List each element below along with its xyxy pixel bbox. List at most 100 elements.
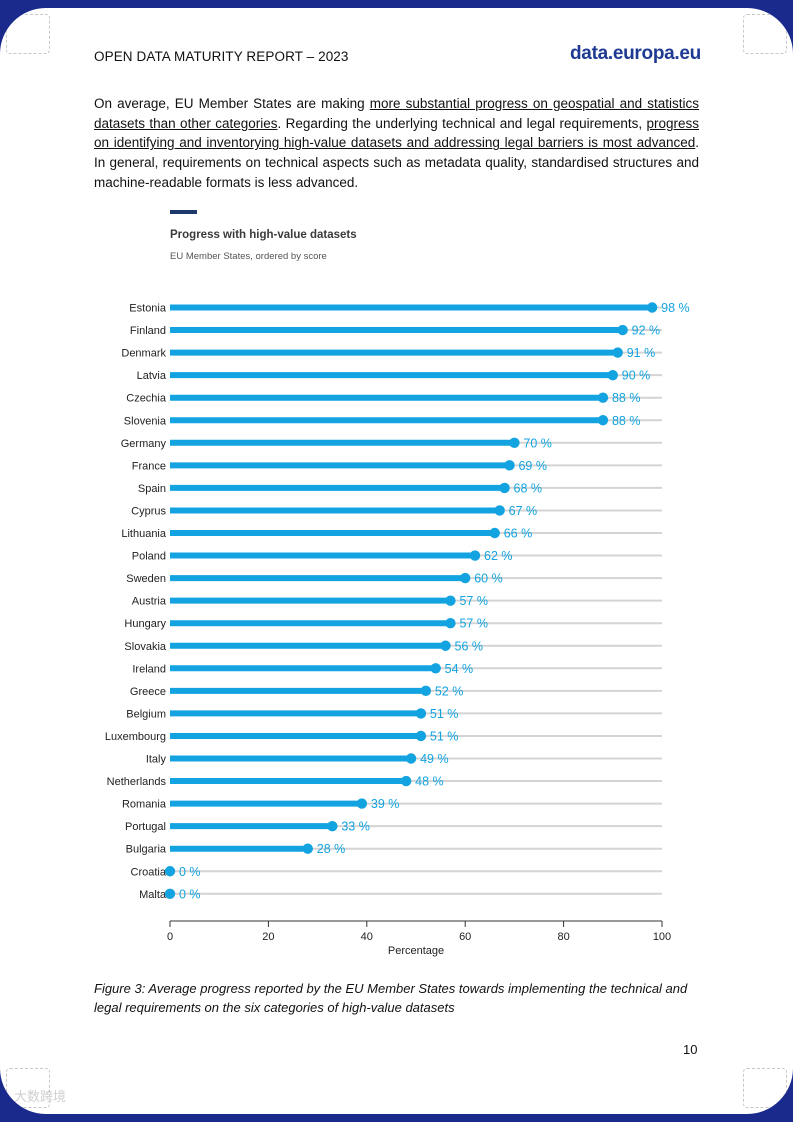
chart-accent-bar — [170, 210, 197, 214]
category-label: Latvia — [137, 370, 167, 382]
category-label: Netherlands — [107, 776, 167, 788]
category-label: Bulgaria — [126, 844, 167, 856]
value-label: 57 % — [459, 594, 488, 608]
chart-title: Progress with high-value datasets — [170, 229, 357, 241]
bar-end-dot — [445, 595, 456, 606]
bar-end-dot — [617, 324, 628, 336]
report-header-title: OPEN DATA MATURITY REPORT – 2023 — [94, 49, 349, 64]
bar-end-dot — [164, 866, 176, 877]
bar-end-dot — [356, 798, 368, 809]
bar-end-dot — [405, 753, 417, 764]
value-label: 28 % — [317, 842, 346, 856]
bar-end-dot — [489, 527, 500, 539]
category-label: Austria — [132, 596, 167, 608]
category-label: Denmark — [121, 348, 166, 360]
bar-end-dot — [597, 392, 609, 403]
bar-end-dot — [327, 820, 338, 832]
value-label: 49 % — [420, 752, 449, 766]
value-label: 57 % — [459, 617, 488, 631]
x-tick-label: 20 — [262, 931, 274, 943]
x-tick-label: 40 — [361, 931, 373, 943]
category-label: Finland — [130, 325, 166, 337]
value-label: 51 % — [430, 729, 459, 743]
intro-text: . Regarding the underlying technical and… — [277, 115, 647, 131]
category-label: Poland — [132, 551, 166, 563]
category-label: France — [132, 460, 166, 472]
bar-end-dot — [430, 663, 441, 674]
category-label: Lithuania — [121, 528, 167, 540]
category-label: Czechia — [126, 393, 167, 405]
bar-end-dot — [420, 685, 432, 697]
value-label: 52 % — [435, 684, 464, 698]
category-label: Italy — [146, 754, 167, 766]
bar-end-dot — [612, 347, 623, 358]
bar-end-dot — [460, 572, 471, 584]
value-label: 66 % — [504, 527, 532, 541]
value-label: 70 % — [523, 436, 552, 450]
value-label: 60 % — [474, 572, 503, 586]
value-label: 39 % — [371, 797, 400, 811]
bar-end-dot — [415, 730, 427, 742]
intro-emphasis: progress on identifying and inventorying… — [94, 115, 699, 151]
watermark: 大数跨境 — [14, 1089, 67, 1104]
category-label: Croatia — [131, 866, 167, 878]
page-number: 10 — [683, 1042, 698, 1057]
x-tick-label: 60 — [459, 931, 471, 943]
x-tick-label: 80 — [557, 931, 569, 943]
value-label: 98 % — [661, 301, 690, 315]
corner-mark — [743, 1068, 787, 1108]
bar-end-dot — [494, 505, 505, 516]
value-label: 88 % — [612, 414, 641, 428]
bar-end-dot — [504, 460, 515, 471]
bar-end-dot — [597, 415, 609, 426]
bar-end-dot — [440, 640, 451, 651]
data-europa-logo: data.europa.eu — [570, 43, 701, 64]
value-label: 56 % — [455, 639, 484, 653]
value-label: 92 % — [632, 324, 661, 338]
bar-end-dot — [400, 775, 412, 787]
value-label: 48 % — [415, 775, 444, 789]
category-label: Luxembourg — [105, 731, 166, 743]
category-label: Romania — [122, 799, 167, 811]
value-label: 67 % — [509, 504, 538, 518]
bar-end-dot — [415, 708, 427, 719]
chart-subtitle: EU Member States, ordered by score — [170, 251, 327, 262]
category-label: Hungary — [124, 618, 166, 630]
x-axis-title: Percentage — [388, 945, 444, 957]
value-label: 33 % — [341, 820, 370, 834]
value-label: 54 % — [445, 662, 474, 676]
corner-mark — [6, 14, 50, 54]
value-label: 90 % — [622, 369, 651, 383]
value-label: 69 % — [518, 459, 547, 473]
intro-paragraph: On average, EU Member States are making … — [94, 94, 699, 193]
value-label: 91 % — [627, 346, 656, 360]
x-tick-label: 0 — [167, 931, 173, 943]
category-label: Slovakia — [124, 641, 166, 653]
category-label: Sweden — [126, 573, 166, 585]
bar-end-dot — [469, 550, 481, 561]
category-label: Belgium — [126, 708, 166, 720]
category-label: Ireland — [132, 663, 166, 675]
bar-end-dot — [509, 437, 520, 448]
category-label: Spain — [138, 483, 166, 495]
progress-bar-chart: Estonia 98 % Finland 92 % Denmark 91 % Latvia 9… — [105, 301, 690, 957]
value-label: 51 % — [430, 707, 459, 721]
category-label: Greece — [130, 686, 166, 698]
bar-end-dot — [646, 302, 658, 313]
category-label: Cyprus — [131, 505, 166, 517]
value-label: 68 % — [514, 481, 543, 495]
bar-end-dot — [445, 618, 456, 629]
value-label: 88 % — [612, 391, 641, 405]
intro-text: On average, EU Member States are making — [94, 96, 370, 111]
bar-end-dot — [302, 843, 313, 854]
value-label: 0 % — [179, 865, 201, 879]
category-label: Portugal — [125, 821, 166, 833]
category-label: Germany — [121, 438, 167, 450]
value-label: 0 % — [179, 887, 201, 901]
category-label: Slovenia — [124, 415, 167, 427]
category-label: Estonia — [129, 303, 167, 315]
bar-end-dot — [499, 482, 510, 494]
figure-caption: Figure 3: Average progress reported by t… — [94, 981, 688, 1015]
bar-end-dot — [607, 369, 618, 381]
corner-mark — [6, 1068, 50, 1108]
